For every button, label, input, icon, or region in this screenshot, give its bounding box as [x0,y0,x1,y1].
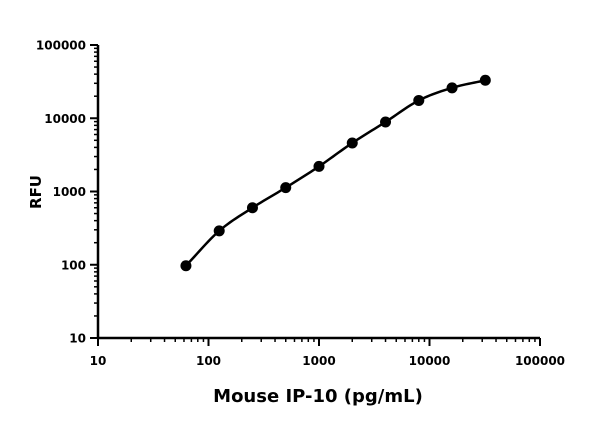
fit-curve [185,79,486,267]
axes: 10 100 1000 10000 100000 10 100 1000 10000 100000 [36,39,565,369]
y-tick-label: 10000 [44,112,86,126]
data-point [380,116,392,128]
y-tick-label: 10 [69,332,86,346]
data-point [446,82,458,94]
data-point [213,225,225,237]
x-tick-label: 100000 [515,354,565,368]
data-point [313,160,325,172]
y-axis-title: RFU [27,175,45,209]
data-point [180,260,192,272]
y-tick-label: 1000 [53,185,86,199]
x-tick-label: 10 [90,354,107,368]
data-point [413,94,425,106]
data-point [479,74,491,86]
y-tick-label: 100 [61,258,86,272]
data-point [280,182,292,194]
x-tick-label: 10000 [409,354,451,368]
data-point [246,202,258,214]
y-tick-label: 100000 [36,39,86,53]
x-tick-label: 1000 [302,354,335,368]
data-points-layer [180,74,491,272]
x-axis-title: Mouse IP-10 (pg/mL) [213,386,423,407]
data-point [346,137,358,149]
fit-curve-layer [185,79,486,267]
x-tick-label: 100 [196,354,221,368]
